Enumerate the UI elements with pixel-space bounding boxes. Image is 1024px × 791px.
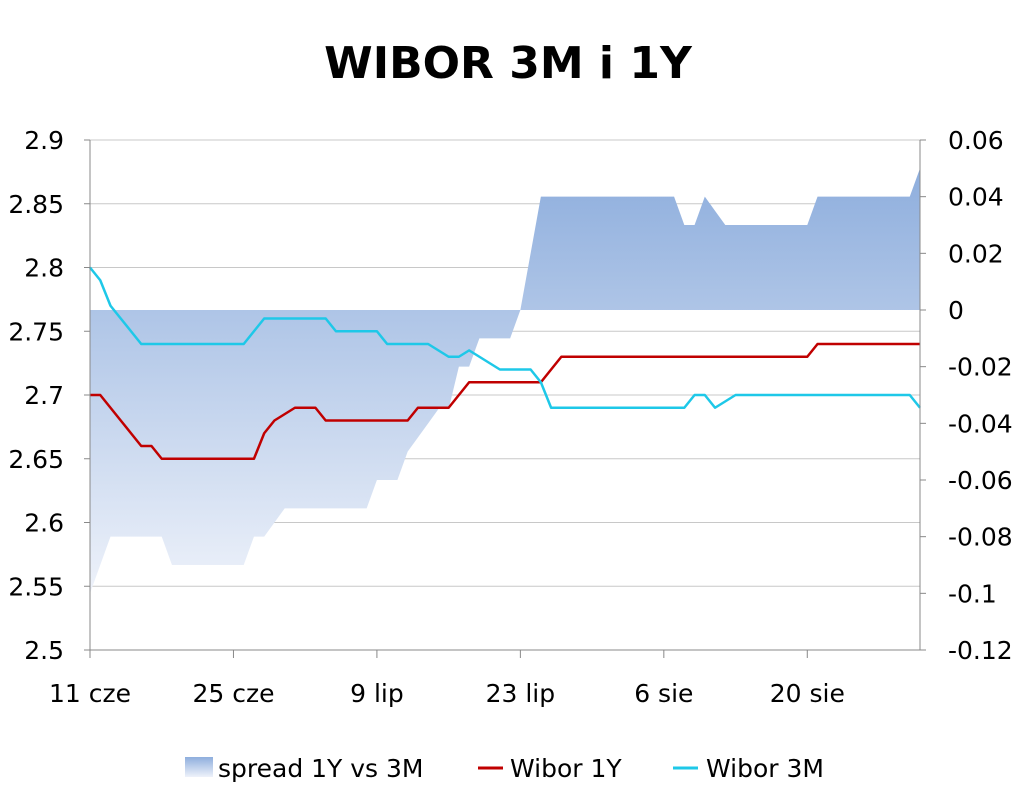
y-left-tick-label: 2.8: [24, 254, 64, 283]
spread-area-layer: [90, 168, 920, 594]
y-right-tick-label: -0.08: [948, 523, 1013, 552]
y-right-tick-label: -0.02: [948, 353, 1013, 382]
y-left-tick-label: 2.6: [24, 509, 64, 538]
x-tick-label: 6 sie: [634, 679, 693, 708]
legend-swatch-spread: [185, 757, 213, 777]
chart-title: WIBOR 3M i 1Y: [324, 38, 693, 89]
y-left-tick-label: 2.85: [8, 190, 64, 219]
line-layer: [89, 266, 921, 460]
y-right-tick-label: 0.06: [948, 126, 1004, 155]
x-tick-label: 11 cze: [49, 679, 131, 708]
x-tick-label: 9 lip: [350, 679, 404, 708]
y-right-tick-label: 0.04: [948, 183, 1004, 212]
legend-label-spread: spread 1Y vs 3M: [218, 754, 424, 783]
y-left-tick-label: 2.55: [8, 572, 64, 601]
y-left-tick-label: 2.9: [24, 126, 64, 155]
y-right-tick-label: -0.1: [948, 579, 997, 608]
series-area-spread: [90, 168, 920, 594]
legend: spread 1Y vs 3M Wibor 1Y Wibor 3M: [185, 754, 824, 783]
legend-label-wibor-1y: Wibor 1Y: [510, 754, 622, 783]
series-line-wibor-3m: [89, 266, 921, 409]
series-line-wibor-1y: [90, 342, 920, 460]
y-right-tick-label: -0.12: [948, 636, 1013, 665]
y-right-tick-label: -0.06: [948, 466, 1013, 495]
x-tick-label: 25 cze: [192, 679, 274, 708]
y-left-tick-label: 2.5: [24, 636, 64, 665]
y-right-tick-label: 0: [948, 296, 964, 325]
y-right-tick-label: -0.04: [948, 409, 1013, 438]
x-tick-label: 20 sie: [770, 679, 845, 708]
y-left-tick-label: 2.7: [24, 381, 64, 410]
x-tick-label: 23 lip: [486, 679, 556, 708]
y-left-tick-label: 2.75: [8, 317, 64, 346]
axes: 2.5 2.55 2.6 2.65 2.7 2.75 2.8 2.85 2.9 -0.12 -0.1…: [8, 126, 1012, 708]
y-right-tick-label: 0.02: [948, 239, 1004, 268]
legend-label-wibor-3m: Wibor 3M: [706, 754, 824, 783]
y-left-tick-label: 2.65: [8, 445, 64, 474]
